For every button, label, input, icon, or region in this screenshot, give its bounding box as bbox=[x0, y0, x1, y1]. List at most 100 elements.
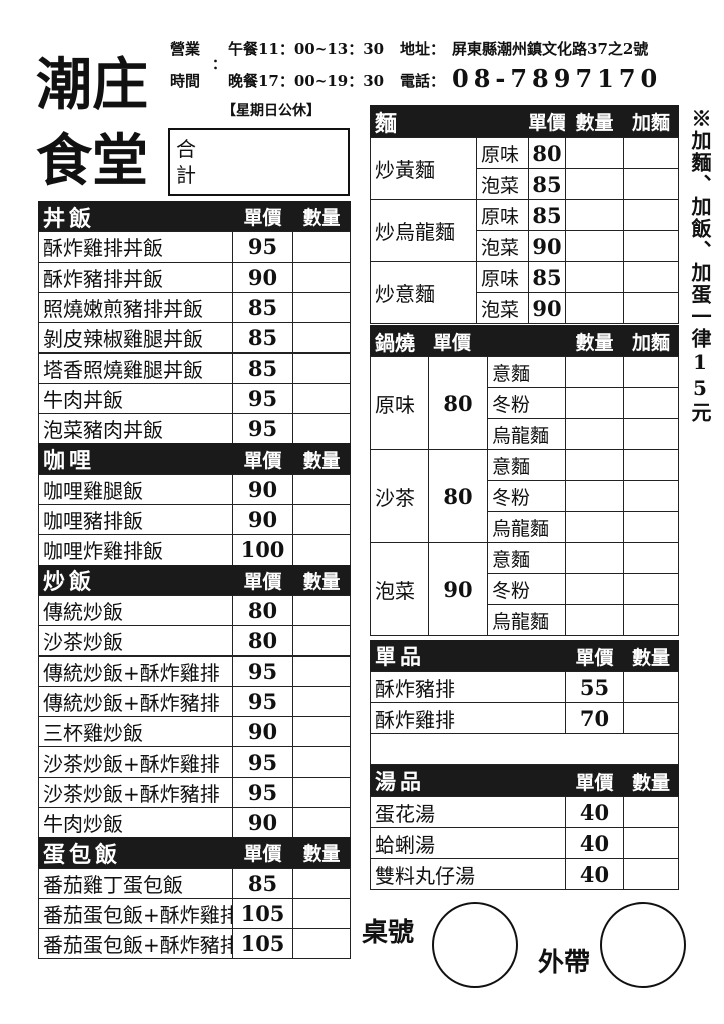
noodle-type: 烏龍麵 bbox=[487, 418, 566, 450]
qty-cell bbox=[292, 352, 351, 384]
item-name: 蛋花湯 bbox=[370, 796, 566, 828]
item-price: 95 bbox=[232, 382, 293, 415]
item-name: 塔香照燒雞腿丼飯 bbox=[38, 352, 233, 384]
add-cell bbox=[623, 542, 679, 574]
qty-cell bbox=[292, 322, 351, 354]
qty-cell bbox=[292, 413, 351, 445]
variant-name: 泡菜 bbox=[476, 230, 529, 262]
add-cell bbox=[623, 449, 679, 481]
hours-label: 時間 bbox=[170, 72, 201, 90]
item-price: 90 bbox=[528, 292, 566, 324]
item-price: 85 bbox=[232, 291, 293, 324]
section-title: 單品 bbox=[370, 640, 566, 672]
item-name: 酥炸豬排 bbox=[370, 671, 566, 703]
noodle-type: 意麵 bbox=[487, 542, 566, 574]
noodle-type: 烏龍麵 bbox=[487, 511, 566, 543]
item-price: 90 bbox=[232, 473, 293, 505]
qty-cell bbox=[292, 928, 351, 960]
item-name: 番茄蛋包飯+酥炸雞排 bbox=[38, 897, 233, 930]
qty-cell bbox=[565, 292, 624, 324]
address: 屏東縣潮州鎮文化路37之2號 bbox=[452, 40, 649, 58]
add-cell bbox=[623, 604, 679, 636]
item-name: 傳統炒飯+酥炸豬排 bbox=[38, 685, 233, 718]
add-cell bbox=[623, 261, 679, 293]
qty-cell bbox=[565, 449, 624, 481]
total-label: 合計 bbox=[176, 137, 196, 187]
qty-cell bbox=[565, 261, 624, 293]
column-header: 數量 bbox=[565, 325, 624, 357]
item-name: 泡菜豬肉丼飯 bbox=[38, 413, 233, 445]
item-price: 85 bbox=[528, 199, 566, 231]
item-price: 85 bbox=[232, 867, 293, 899]
item-price: 40 bbox=[565, 858, 624, 890]
takeout-circle bbox=[600, 902, 686, 988]
table-number-circle bbox=[432, 902, 518, 988]
item-price: 90 bbox=[528, 230, 566, 262]
item-name: 炒意麵 bbox=[370, 261, 477, 324]
item-price: 90 bbox=[232, 504, 293, 536]
item-price: 95 bbox=[232, 655, 293, 687]
column-header: 單價 bbox=[428, 325, 566, 357]
qty-cell bbox=[565, 387, 624, 419]
hours-label: 營業 bbox=[170, 40, 201, 58]
qty-cell bbox=[292, 776, 351, 808]
noodle-type: 冬粉 bbox=[487, 387, 566, 419]
item-name: 番茄蛋包飯+酥炸豬排 bbox=[38, 928, 233, 960]
section-title: 麵 bbox=[370, 105, 529, 138]
qty-cell bbox=[292, 716, 351, 748]
item-price: 90 bbox=[232, 261, 293, 293]
table-number-label: 桌號 bbox=[362, 918, 415, 948]
noodle-type: 冬粉 bbox=[487, 573, 566, 605]
qty-cell bbox=[565, 418, 624, 450]
column-header: 單價 bbox=[528, 105, 566, 138]
add-cell bbox=[623, 418, 679, 450]
column-header: 數量 bbox=[292, 837, 351, 869]
item-name: 傳統炒飯+酥炸雞排 bbox=[38, 655, 233, 687]
item-price: 95 bbox=[232, 685, 293, 718]
item-price: 80 bbox=[428, 449, 488, 543]
variant-name: 泡菜 bbox=[476, 292, 529, 324]
noodle-type: 烏龍麵 bbox=[487, 604, 566, 636]
item-name: 三杯雞炒飯 bbox=[38, 716, 233, 748]
qty-cell bbox=[292, 261, 351, 293]
add-cell bbox=[623, 511, 679, 543]
column-header: 數量 bbox=[565, 105, 624, 138]
item-price: 105 bbox=[232, 928, 293, 960]
qty-cell bbox=[565, 199, 624, 231]
item-name: 泡菜 bbox=[370, 542, 429, 636]
qty-cell bbox=[565, 604, 624, 636]
item-name: 番茄雞丁蛋包飯 bbox=[38, 867, 233, 899]
item-price: 85 bbox=[232, 322, 293, 354]
item-name: 剝皮辣椒雞腿丼飯 bbox=[38, 322, 233, 354]
address-label: 地址： bbox=[400, 40, 446, 58]
column-header: 加麵 bbox=[623, 105, 679, 138]
section-title: 湯品 bbox=[370, 765, 566, 797]
item-price: 95 bbox=[232, 746, 293, 778]
dinner-hours: 晚餐17：00~19：30 bbox=[228, 72, 385, 90]
shop-name-line: 潮庄 bbox=[36, 52, 148, 118]
qty-cell bbox=[292, 897, 351, 930]
qty-cell bbox=[292, 291, 351, 324]
column-header: 數量 bbox=[292, 443, 351, 475]
item-name: 咖哩豬排飯 bbox=[38, 504, 233, 536]
item-price: 40 bbox=[565, 796, 624, 828]
qty-cell bbox=[565, 511, 624, 543]
column-header: 數量 bbox=[623, 640, 679, 672]
add-cell bbox=[623, 480, 679, 512]
add-cell bbox=[623, 292, 679, 324]
item-price: 40 bbox=[565, 827, 624, 859]
item-price: 80 bbox=[428, 356, 488, 450]
variant-name: 原味 bbox=[476, 261, 529, 293]
item-price: 80 bbox=[232, 594, 293, 627]
noodle-type: 冬粉 bbox=[487, 480, 566, 512]
item-price: 80 bbox=[528, 137, 566, 169]
lunch-hours: 午餐11：00~13：30 bbox=[228, 40, 385, 58]
item-name: 蛤蜊湯 bbox=[370, 827, 566, 859]
item-name: 照燒嫩煎豬排丼飯 bbox=[38, 291, 233, 324]
item-price: 100 bbox=[232, 534, 293, 566]
item-price: 55 bbox=[565, 671, 624, 703]
qty-cell bbox=[565, 137, 624, 169]
item-name: 炒烏龍麵 bbox=[370, 199, 477, 262]
column-header: 單價 bbox=[232, 201, 293, 233]
